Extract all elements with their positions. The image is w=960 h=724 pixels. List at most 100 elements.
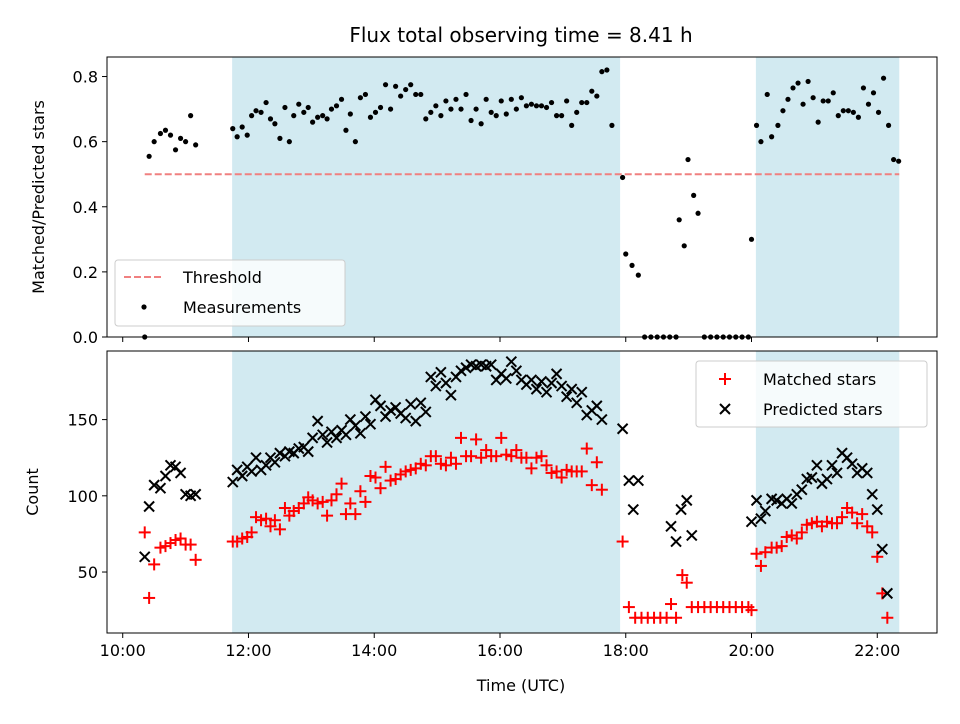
legend-label-predicted: Predicted stars bbox=[763, 400, 883, 419]
matched-star-point bbox=[510, 444, 523, 457]
measurement-point bbox=[267, 116, 274, 122]
measurement-point bbox=[448, 106, 454, 112]
counts-panel: 50 100 150 10:00 12:00 14:00 16:00 18:00 20:00 22… bbox=[23, 350, 938, 695]
predicted-star-point bbox=[846, 458, 858, 470]
y-axis-label-ratio: Matched/Predicted stars bbox=[29, 100, 48, 294]
matched-star-point bbox=[349, 508, 362, 521]
measurement-point bbox=[357, 95, 364, 101]
predicted-star-point bbox=[540, 386, 553, 398]
predicted-star-point bbox=[139, 551, 151, 563]
measurement-point bbox=[845, 108, 851, 114]
measurement-point bbox=[676, 217, 682, 223]
matched-star-point bbox=[444, 451, 457, 464]
matched-star-point bbox=[540, 459, 553, 472]
predicted-star-point bbox=[440, 377, 452, 389]
measurement-point bbox=[403, 86, 409, 93]
matched-star-point bbox=[495, 431, 508, 444]
predicted-star-point bbox=[627, 503, 640, 516]
measurement-point bbox=[188, 113, 194, 119]
matched-star-point bbox=[550, 465, 563, 478]
matched-star-point bbox=[622, 601, 635, 614]
legend-measurement-swatch bbox=[141, 304, 147, 310]
matched-star-point bbox=[530, 451, 543, 464]
measurement-point bbox=[685, 156, 691, 163]
measurement-point bbox=[508, 96, 514, 102]
predicted-star-point bbox=[340, 429, 352, 441]
matched-star-point bbox=[311, 497, 324, 510]
measurement-point bbox=[291, 113, 297, 119]
measurement-point bbox=[296, 101, 302, 107]
measurement-point bbox=[272, 121, 278, 127]
matched-star-point bbox=[344, 497, 357, 510]
matched-star-point bbox=[439, 459, 452, 472]
measurement-point bbox=[880, 75, 887, 81]
predicted-star-point bbox=[560, 391, 573, 403]
matched-star-point bbox=[465, 450, 478, 463]
measurement-point bbox=[875, 109, 882, 115]
matched-star-point bbox=[861, 520, 874, 533]
legend-box bbox=[695, 360, 928, 428]
measurement-point bbox=[498, 98, 504, 104]
matched-star-point bbox=[154, 541, 167, 554]
matched-star-point bbox=[560, 463, 573, 476]
measurement-point bbox=[372, 109, 379, 115]
matched-star-point bbox=[775, 540, 788, 553]
predicted-star-point bbox=[354, 427, 367, 440]
measurement-point bbox=[177, 135, 184, 141]
predicted-star-point bbox=[306, 432, 319, 444]
predicted-star-point bbox=[811, 459, 823, 472]
predicted-star-point bbox=[189, 488, 202, 500]
predicted-star-point bbox=[174, 467, 187, 479]
count-y-tick-label: 50 bbox=[78, 563, 98, 582]
measurement-points bbox=[142, 67, 902, 340]
measurement-point bbox=[324, 116, 330, 122]
observing-window-shading bbox=[232, 351, 900, 633]
matched-star-point bbox=[866, 526, 879, 539]
predicted-star-point bbox=[745, 516, 758, 528]
matched-star-point bbox=[616, 535, 629, 548]
predicted-star-point bbox=[881, 587, 894, 600]
predicted-star-point bbox=[148, 479, 160, 491]
predicted-star-point bbox=[349, 419, 362, 432]
shaded-interval-2 bbox=[755, 57, 900, 337]
predicted-star-point bbox=[399, 412, 412, 424]
measurement-point bbox=[151, 139, 157, 145]
matched-star-point bbox=[750, 547, 763, 560]
matched-star-point bbox=[805, 517, 818, 530]
measurement-point bbox=[398, 93, 404, 99]
matched-star-point bbox=[836, 511, 849, 524]
measurement-point bbox=[282, 104, 288, 111]
predicted-star-point bbox=[591, 400, 603, 412]
predicted-star-point bbox=[632, 474, 645, 487]
measurement-point bbox=[620, 174, 626, 181]
measurement-point bbox=[543, 104, 550, 111]
measurement-point bbox=[249, 113, 255, 119]
measurement-point bbox=[333, 103, 340, 109]
predicted-star-point bbox=[866, 488, 878, 500]
measurement-point bbox=[830, 90, 836, 96]
measurement-point bbox=[695, 210, 701, 216]
count-x-tick-label: 18:00 bbox=[603, 641, 649, 660]
measurement-point bbox=[320, 113, 326, 119]
matched-star-point bbox=[846, 506, 859, 519]
predicted-star-point bbox=[806, 471, 818, 484]
measurement-point bbox=[810, 95, 816, 101]
measurement-point bbox=[167, 132, 174, 138]
matched-star-point bbox=[800, 518, 813, 531]
matched-star-point bbox=[273, 523, 286, 536]
count-axes: 50 100 150 10:00 12:00 14:00 16:00 18:00 20:00 22… bbox=[67, 350, 938, 660]
measurement-point bbox=[748, 236, 755, 242]
predicted-star-point bbox=[159, 470, 172, 482]
matched-star-point bbox=[790, 532, 803, 545]
matched-star-point bbox=[169, 534, 182, 547]
measurement-point bbox=[599, 69, 605, 75]
ratio-y-tick-label: 0.4 bbox=[73, 198, 98, 217]
matched-star-point bbox=[138, 526, 151, 539]
measurement-point bbox=[488, 109, 494, 115]
measurement-point bbox=[691, 192, 697, 198]
matched-star-point bbox=[379, 460, 392, 473]
predicted-star-point bbox=[425, 371, 437, 383]
predicted-star-point bbox=[525, 374, 538, 386]
matched-star-point bbox=[780, 530, 793, 543]
measurement-point bbox=[182, 139, 189, 145]
